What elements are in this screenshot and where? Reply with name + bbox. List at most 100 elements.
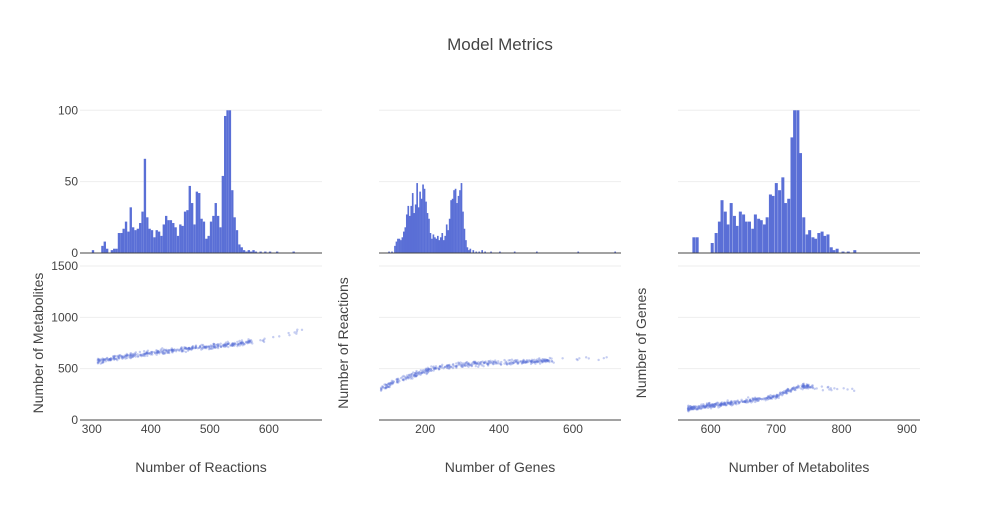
scatter-point xyxy=(216,345,219,348)
scatter-point xyxy=(524,361,528,364)
scatter-point xyxy=(709,403,713,407)
scatter-point xyxy=(141,353,145,356)
scatter-point xyxy=(405,376,408,380)
scatter-point xyxy=(102,358,105,362)
scatter-point xyxy=(730,401,733,404)
scatter-point xyxy=(97,359,100,362)
scatter-point xyxy=(475,362,479,365)
scatter-point xyxy=(698,405,702,408)
scatter-point xyxy=(806,384,809,387)
scatter-point xyxy=(552,361,555,364)
scatter-point xyxy=(156,349,160,353)
scatter-point xyxy=(721,403,725,406)
scatter-point xyxy=(734,400,737,404)
scatter-point xyxy=(142,354,145,357)
scatter-point xyxy=(148,352,151,355)
scatter-point xyxy=(451,366,455,370)
scatter-point xyxy=(409,377,413,380)
scatter-point xyxy=(540,359,544,363)
scatter-point xyxy=(432,365,435,368)
scatter-point xyxy=(395,378,398,381)
scatter-point xyxy=(729,401,733,404)
histogram-bar xyxy=(459,190,461,253)
scatter-point xyxy=(780,394,784,397)
scatter-point xyxy=(194,346,197,349)
scatter-point xyxy=(783,391,786,394)
scatter-point xyxy=(109,358,112,361)
scatter-point xyxy=(696,406,699,410)
scatter-point xyxy=(155,353,158,356)
scatter-point xyxy=(379,389,383,392)
scatter-point xyxy=(776,393,779,397)
scatter-point xyxy=(687,408,691,411)
histogram-bar xyxy=(188,185,191,253)
histogram-bar xyxy=(513,251,516,253)
scatter-point xyxy=(138,350,142,354)
scatter-point xyxy=(101,360,104,363)
scatter-point xyxy=(765,396,769,400)
scatter-point xyxy=(407,376,410,379)
scatter-point xyxy=(112,355,115,358)
scatter-point xyxy=(752,398,756,402)
scatter-point xyxy=(466,362,470,365)
scatter-point xyxy=(388,385,391,389)
scatter-point xyxy=(248,341,251,344)
scatter-point xyxy=(692,406,695,410)
scatter-point xyxy=(764,399,767,402)
scatter-point xyxy=(97,358,101,361)
scatter-point xyxy=(524,361,527,364)
scatter-point xyxy=(687,410,690,413)
scatter-point xyxy=(207,347,211,351)
scatter-point xyxy=(227,342,230,346)
scatter-point xyxy=(261,339,264,342)
scatter-point xyxy=(696,408,699,411)
scatter-point xyxy=(437,368,441,371)
scatter-point xyxy=(397,378,400,382)
scatter-point xyxy=(709,405,712,408)
histogram-bar xyxy=(695,237,699,253)
scatter-point xyxy=(386,385,389,389)
scatter-point xyxy=(232,342,235,346)
scatter-point xyxy=(525,360,529,363)
scatter-point xyxy=(436,366,440,370)
scatter-point xyxy=(236,343,239,346)
scatter-point xyxy=(263,337,266,340)
x-tick-label: 700 xyxy=(766,422,786,436)
scatter-point xyxy=(693,406,696,410)
scatter-point xyxy=(767,397,770,400)
scatter-point xyxy=(695,408,698,411)
scatter-point xyxy=(800,385,804,388)
scatter-point xyxy=(149,352,152,355)
scatter-point xyxy=(122,356,125,360)
scatter-point xyxy=(525,360,529,363)
scatter-point xyxy=(730,401,733,404)
histogram-bar xyxy=(456,203,458,253)
x-tick-label: 900 xyxy=(897,422,917,436)
scatter-point xyxy=(465,360,469,364)
scatter-point xyxy=(96,362,100,365)
scatter-point xyxy=(381,385,384,388)
scatter-point xyxy=(702,404,706,407)
scatter-point xyxy=(718,404,722,407)
scatter-point xyxy=(389,382,392,385)
scatter-point xyxy=(246,341,249,344)
scatter-point xyxy=(544,360,547,364)
scatter-point xyxy=(446,366,449,370)
scatter-point xyxy=(578,357,581,360)
histogram-bar xyxy=(407,205,410,253)
histogram-bar xyxy=(447,230,450,253)
scatter-point xyxy=(769,394,772,397)
scatter-point xyxy=(547,359,550,362)
scatter-point xyxy=(691,405,694,409)
scatter-point xyxy=(198,344,202,348)
scatter-point xyxy=(694,405,697,408)
scatter-point xyxy=(108,358,111,361)
scatter-point xyxy=(805,383,808,386)
scatter-point xyxy=(426,368,430,372)
histogram-bar xyxy=(747,221,751,253)
scatter-point xyxy=(548,360,551,364)
scatter-point xyxy=(521,360,525,363)
scatter-point xyxy=(216,343,219,347)
scatter-point xyxy=(765,397,768,400)
histogram-bar xyxy=(448,218,451,253)
